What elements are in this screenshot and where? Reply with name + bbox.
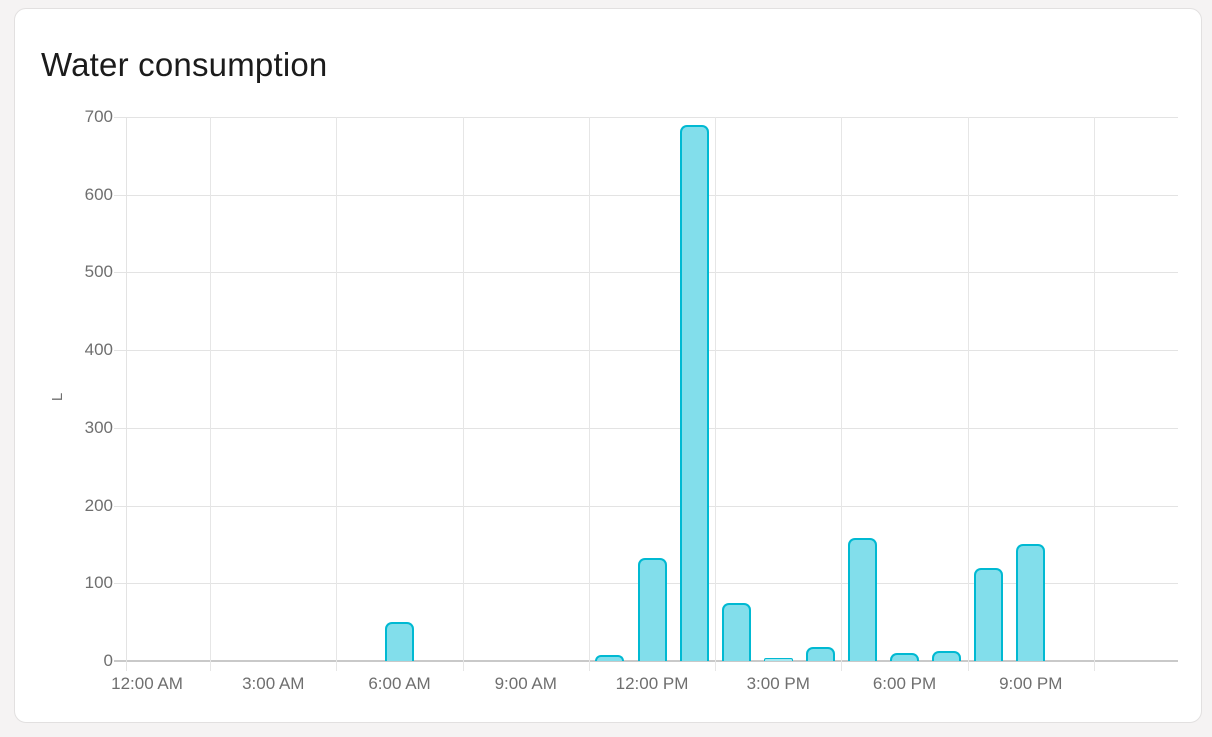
y-gridline [114,505,1178,507]
x-tick-label: 3:00 AM [242,674,305,693]
bar-8-pm [974,567,1004,661]
bar-9-pm [1016,544,1046,661]
bar-3-pm [763,658,793,661]
bar-1-pm [679,124,709,661]
hourly-water-bar-chart: 0 100 200 300 400 500 600 700 12:00 AM 3:00 AM 6:0… [15,9,1203,724]
x-gridline [841,117,843,671]
x-gridline [462,117,464,671]
x-axis-baseline [114,660,1178,662]
bar-4-pm [805,647,835,661]
y-axis-line [126,117,127,671]
bar-5-pm [847,538,877,661]
x-tick-label: 6:00 AM [368,674,431,693]
bar-11-am [595,654,625,661]
y-gridline [114,272,1178,274]
x-tick-label: 12:00 AM [111,674,183,693]
bar-6-am [385,622,415,661]
y-gridline [114,427,1178,429]
water-consumption-card: Water consumption L 0 100 200 300 400 500 600 7… [14,8,1202,723]
y-gridline [114,117,1178,118]
y-gridline [114,194,1178,196]
y-tick-label: 100 [84,573,113,593]
x-gridline [336,117,338,671]
bar-2-pm [721,603,751,661]
bar-12-pm [637,557,667,661]
y-gridline [114,350,1178,352]
y-tick-label: 0 [103,651,113,670]
x-gridline [967,117,969,671]
x-gridline [588,117,590,671]
bar-7-pm [932,650,962,661]
x-gridline [1093,117,1095,671]
x-tick-label: 9:00 AM [494,674,557,693]
x-tick-label: 9:00 PM [999,674,1063,693]
y-tick-label: 500 [84,262,113,282]
y-tick-label: 600 [84,184,113,204]
x-gridline [210,117,212,671]
y-tick-label: 700 [84,107,113,126]
y-tick-label: 400 [84,340,113,360]
x-tick-label: 3:00 PM [746,674,810,693]
y-tick-label: 200 [84,495,113,515]
x-tick-label: 6:00 PM [872,674,937,693]
y-tick-label: 300 [84,417,113,437]
card-title: Water consumption [41,46,328,83]
x-tick-label: 12:00 PM [615,674,689,693]
x-gridline [715,117,717,671]
bar-6-pm [889,653,919,661]
